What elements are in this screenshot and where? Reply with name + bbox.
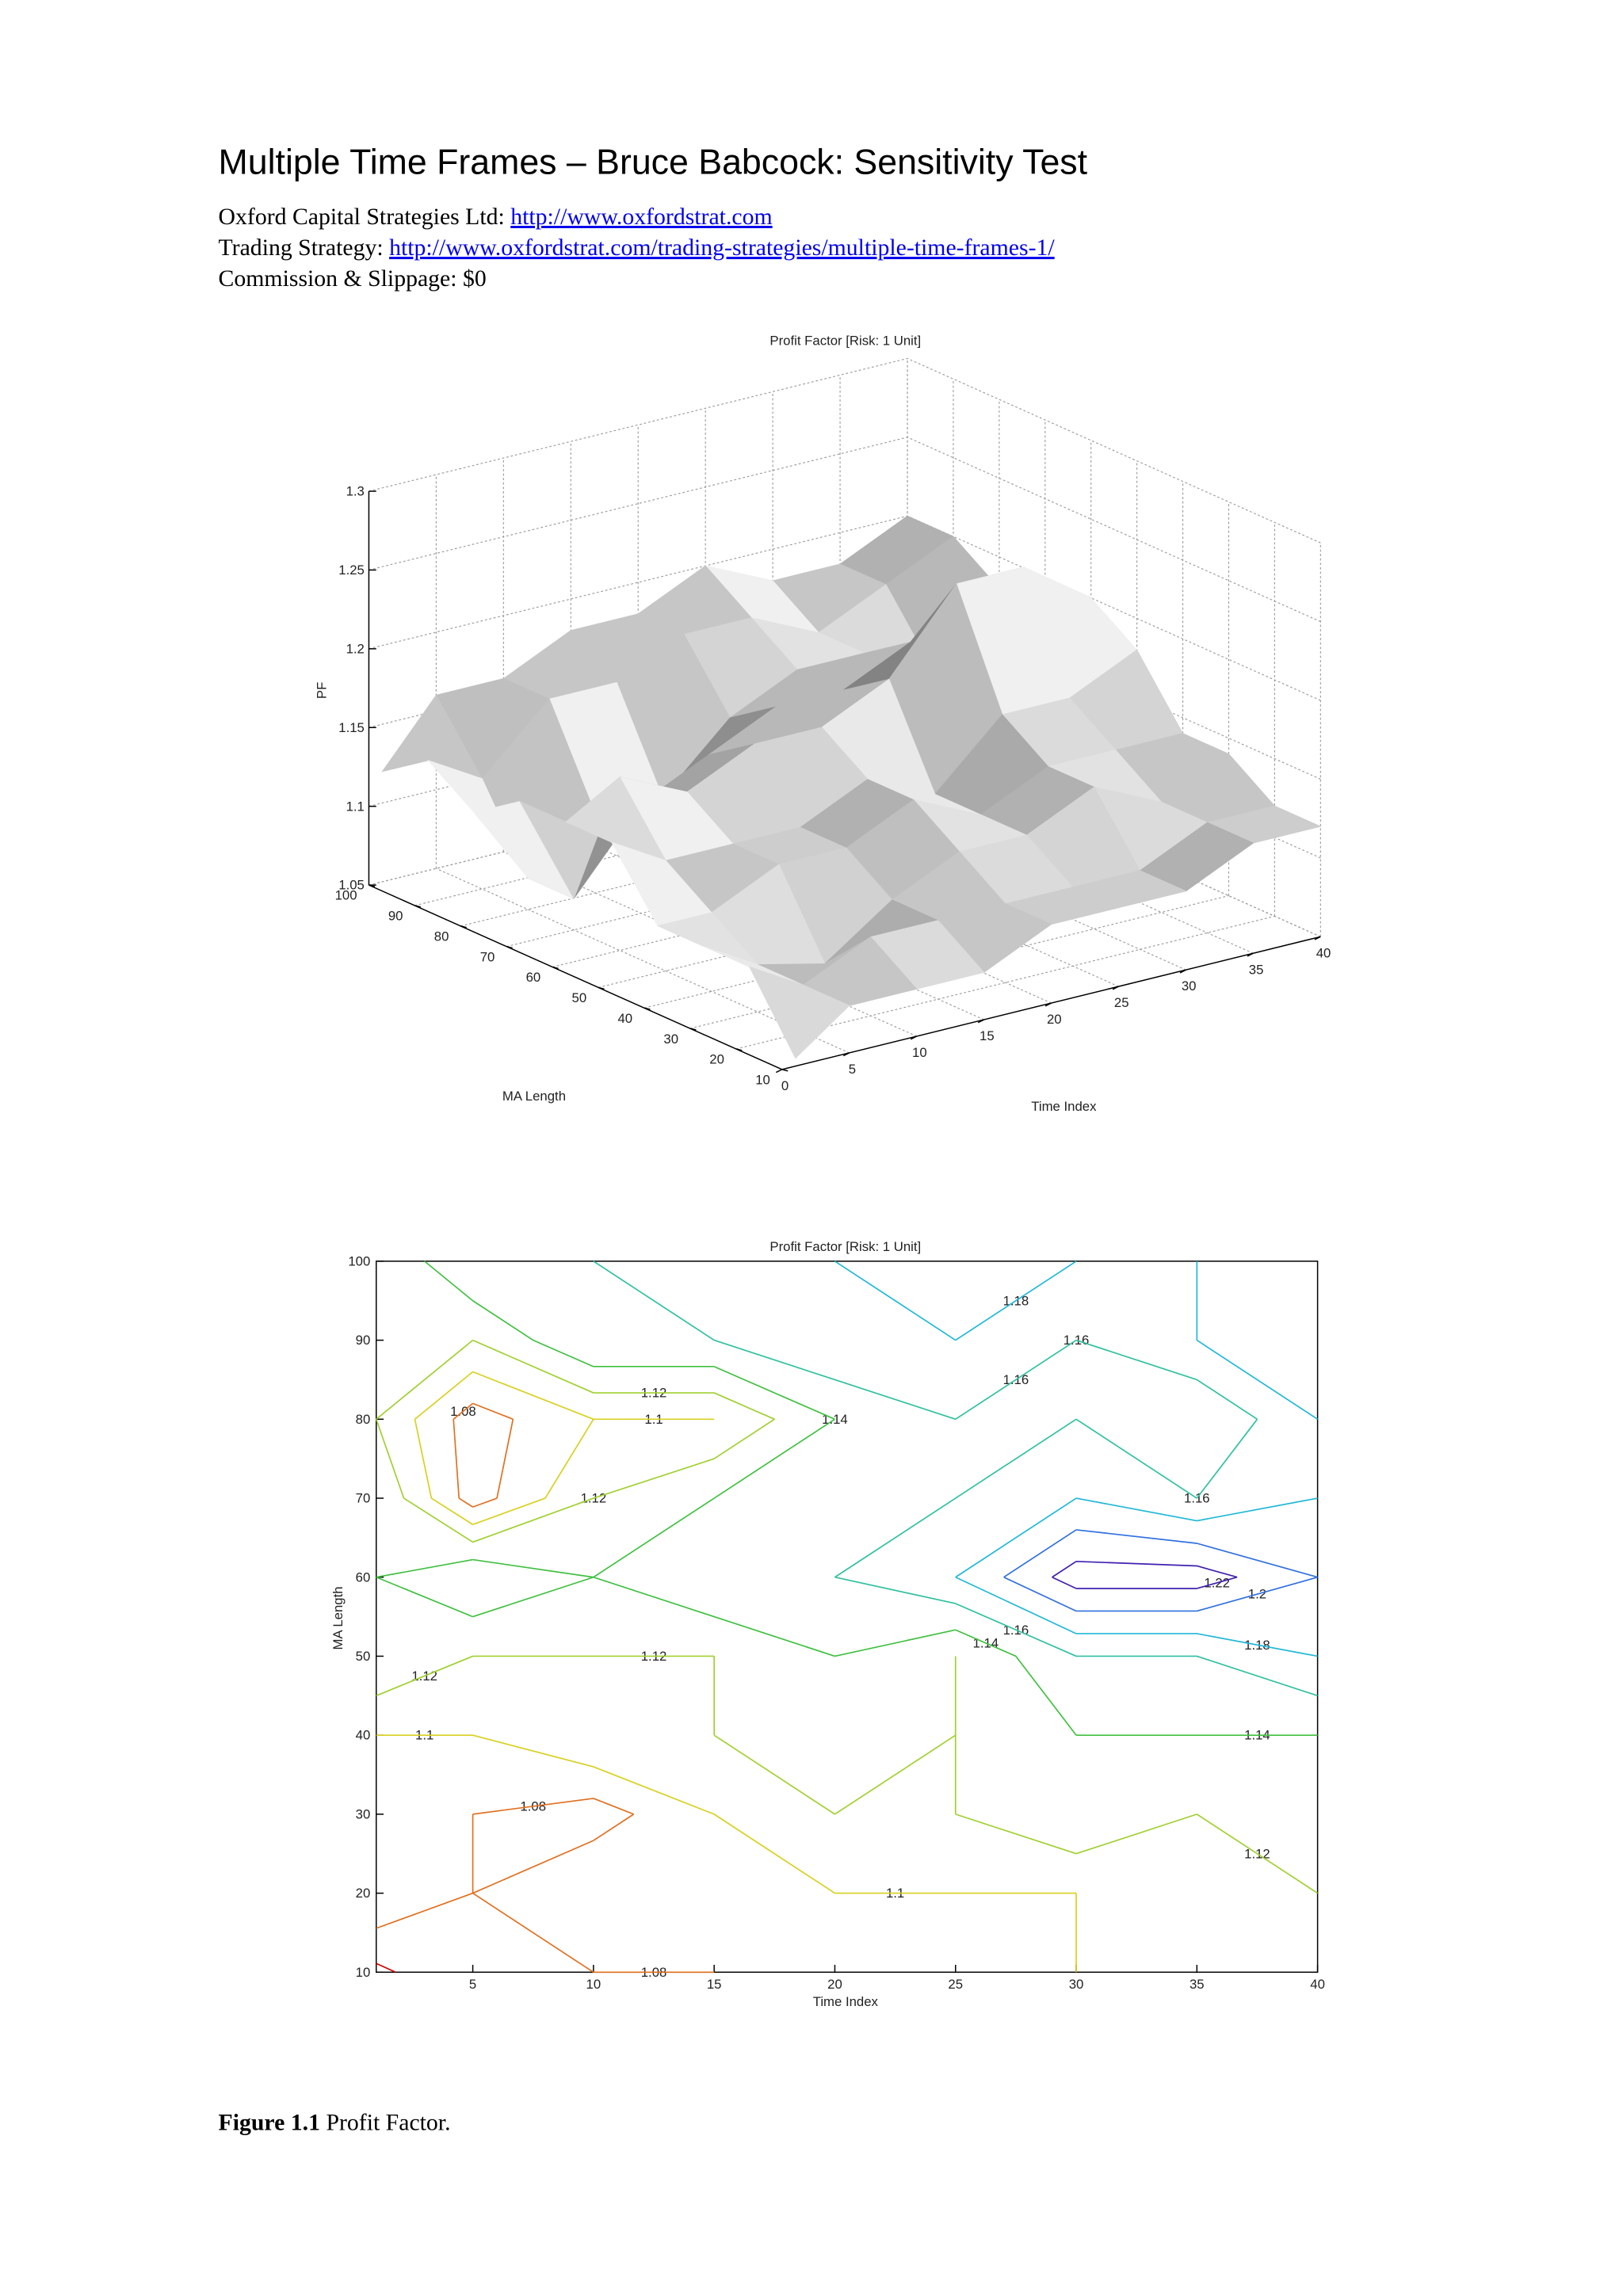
- contour-line: [376, 1402, 715, 1974]
- chart-title: Profit Factor [Risk: 1 Unit]: [769, 1239, 921, 1254]
- z-tick-label: 1.3: [346, 484, 365, 499]
- z-tick-label: 1.05: [338, 878, 365, 893]
- line-label: Commission & Slippage: $0: [219, 265, 487, 292]
- x-axis-label: Time Index: [813, 1994, 879, 2009]
- contour-line: [1052, 1560, 1238, 1589]
- contour-label-bg: [519, 1798, 547, 1813]
- link-text[interactable]: http://www.oxfordstrat.com: [510, 204, 772, 230]
- y-axis-label: MA Length: [502, 1089, 566, 1104]
- header-lines: Oxford Capital Strategies Ltd: http://www…: [219, 204, 1056, 292]
- contour-line: [376, 1962, 396, 1974]
- x-tick-label: 40: [1316, 945, 1331, 960]
- y-tick-label: 50: [572, 990, 587, 1005]
- surface-patch: [748, 966, 850, 1059]
- link-text[interactable]: http://www.oxfordstrat.com/trading-strat…: [389, 235, 1055, 261]
- y-tick-label: 100: [335, 888, 357, 903]
- y-tick-label: 10: [356, 1965, 371, 1980]
- y-tick-label: 40: [356, 1728, 371, 1743]
- contour-label-bg: [1243, 1637, 1271, 1651]
- y-tick-label: 40: [617, 1011, 632, 1026]
- z-tick-label: 1.15: [338, 720, 365, 735]
- x-tick-label: 25: [1114, 995, 1129, 1010]
- y-tick-label: 90: [356, 1333, 371, 1348]
- x-tick-label: 30: [1182, 978, 1197, 994]
- x-axis: [781, 936, 1321, 1070]
- header-line: Commission & Slippage: $0: [219, 265, 487, 292]
- z-tick-label: 1.2: [346, 641, 365, 656]
- y-axis: [369, 884, 783, 1070]
- contour-label-bg: [640, 1649, 667, 1662]
- x-tick-label: 35: [1190, 1977, 1205, 1992]
- z-tick-label: 1.25: [338, 563, 365, 578]
- y-tick-label: 30: [356, 1806, 371, 1821]
- figure-caption: Figure 1.1 Profit Factor.: [219, 2110, 451, 2136]
- contour-line: [1003, 1529, 1318, 1612]
- x-tick-label: 30: [1069, 1977, 1084, 1992]
- link[interactable]: http://www.oxfordstrat.com: [510, 204, 772, 230]
- contour-line: [834, 1261, 1319, 1657]
- contour-chart: Profit Factor [Risk: 1 Unit] 5 10 15 20 25 30 3…: [330, 1239, 1325, 2009]
- plot-frame: [376, 1261, 1319, 1974]
- header-line: Oxford Capital Strategies Ltd: http://www…: [219, 204, 773, 230]
- y-axis-label: MA Length: [330, 1586, 346, 1650]
- grid-line: [369, 357, 908, 492]
- x-tick-label: 10: [586, 1977, 601, 1992]
- grid-line: [735, 915, 1275, 1050]
- y-tick-label: 60: [526, 970, 541, 985]
- x-tick-label: 25: [948, 1977, 963, 1992]
- x-tick-label: 35: [1249, 962, 1264, 977]
- x-tick-label: 15: [707, 1977, 722, 1992]
- x-tick-label: 40: [1310, 1977, 1325, 1992]
- contour-label-bg: [1203, 1575, 1231, 1589]
- x-tick-label: 5: [849, 1062, 856, 1077]
- contour-label-bg: [640, 1412, 667, 1425]
- x-tick-label: 10: [912, 1045, 927, 1060]
- contour-label-bg: [881, 1886, 909, 1900]
- chart-title: Profit Factor [Risk: 1 Unit]: [769, 334, 921, 349]
- header-line: Trading Strategy: http://www.oxfordstrat.…: [219, 235, 1056, 261]
- z-tick-label: 1.1: [346, 799, 365, 814]
- caption-label: Figure 1.1: [219, 2110, 320, 2136]
- grid-line: [907, 437, 1321, 623]
- page-title: Multiple Time Frames – Bruce Babcock: Se…: [219, 143, 1088, 182]
- grid-line: [907, 357, 1321, 543]
- y-tick-label: 90: [388, 909, 403, 924]
- x-tick-label: 5: [469, 1977, 476, 1992]
- line-label: Trading Strategy:: [219, 235, 384, 261]
- surface-chart: Profit Factor [Risk: 1 Unit] 0 5 10 15 20 25 30…: [314, 334, 1331, 1114]
- x-tick-label: 20: [1047, 1012, 1062, 1027]
- contour-label-bg: [1243, 1727, 1271, 1741]
- contour-label-bg: [411, 1727, 438, 1741]
- contour-label-bg: [821, 1412, 849, 1425]
- y-tick-label: 80: [434, 929, 449, 944]
- tick-mark: [775, 1069, 783, 1074]
- grid-line: [907, 515, 1321, 701]
- y-tick-label: 70: [480, 949, 495, 964]
- y-tick-label: 70: [356, 1491, 371, 1506]
- x-tick-label: 15: [980, 1028, 995, 1043]
- y-tick-label: 20: [709, 1052, 724, 1067]
- y-tick-label: 60: [356, 1569, 371, 1585]
- grid-line: [369, 437, 908, 570]
- grid-line: [689, 895, 1229, 1029]
- contour-label-bg: [640, 1964, 667, 1978]
- y-tick-label: 20: [356, 1886, 371, 1901]
- y-tick-label: 100: [348, 1253, 370, 1268]
- contour-label-bg: [1243, 1586, 1271, 1600]
- z-axis-label: PF: [314, 682, 329, 699]
- y-tick-label: 50: [356, 1649, 371, 1664]
- contour-label-bg: [640, 1385, 667, 1399]
- y-tick-label: 10: [755, 1072, 770, 1087]
- x-axis-label: Time Index: [1031, 1099, 1097, 1114]
- caption-text: Profit Factor.: [326, 2110, 450, 2136]
- y-tick-label: 80: [356, 1412, 371, 1427]
- y-tick-label: 30: [663, 1032, 678, 1047]
- x-tick-label: 20: [827, 1977, 842, 1992]
- line-label: Oxford Capital Strategies Ltd:: [219, 204, 505, 230]
- link[interactable]: http://www.oxfordstrat.com/trading-strat…: [389, 235, 1055, 261]
- x-tick-label: 0: [781, 1078, 789, 1093]
- contour-line: [375, 1339, 1319, 1894]
- grid-line: [369, 515, 908, 650]
